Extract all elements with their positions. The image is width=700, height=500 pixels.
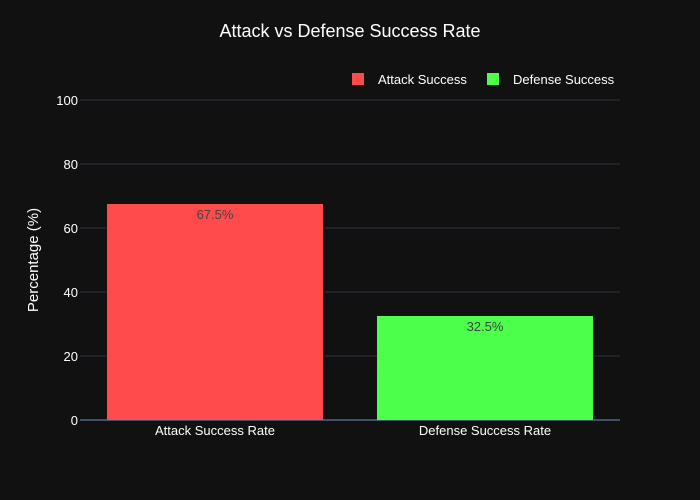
y-tick-label: 80 [64, 157, 78, 172]
legend-label: Defense Success [513, 72, 615, 87]
y-tick-label: 40 [64, 285, 78, 300]
chart-title: Attack vs Defense Success Rate [219, 21, 480, 41]
legend-swatch [352, 73, 364, 85]
bar-defense-success[interactable] [377, 316, 593, 420]
legend-item-defense-success[interactable]: Defense Success [487, 72, 615, 87]
x-tick-labels: Attack Success Rate Defense Success Rate [155, 423, 551, 438]
legend-label: Attack Success [378, 72, 467, 87]
y-tick-labels: 0 20 40 60 80 100 [56, 93, 78, 428]
x-tick-label: Attack Success Rate [155, 423, 275, 438]
bar-labels: 67.5% 32.5% [197, 207, 504, 334]
y-axis-title: Percentage (%) [25, 208, 42, 312]
legend[interactable]: Attack Success Defense Success [352, 72, 615, 87]
y-tick-label: 100 [56, 93, 78, 108]
x-tick-label: Defense Success Rate [419, 423, 551, 438]
bar-value-label: 67.5% [197, 207, 234, 222]
y-tick-label: 20 [64, 349, 78, 364]
y-tick-label: 0 [71, 413, 78, 428]
legend-item-attack-success[interactable]: Attack Success [352, 72, 467, 87]
bar-value-label: 32.5% [467, 319, 504, 334]
y-tick-label: 60 [64, 221, 78, 236]
bars [107, 204, 593, 420]
legend-swatch [487, 73, 499, 85]
bar-attack-success[interactable] [107, 204, 323, 420]
